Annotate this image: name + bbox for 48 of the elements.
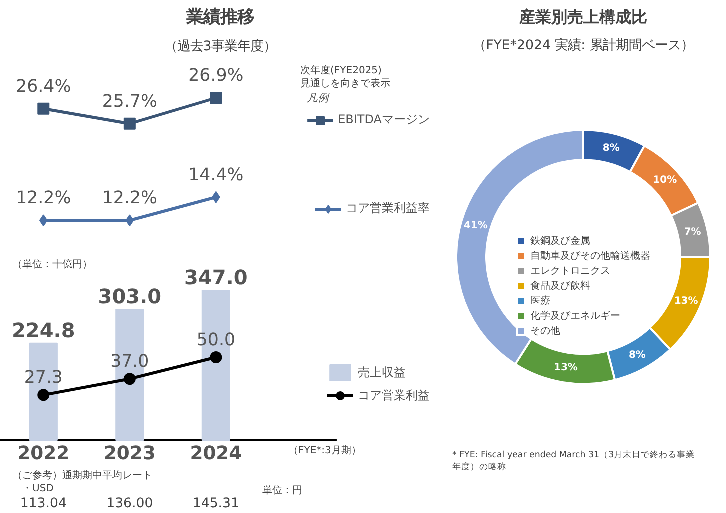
data-label: 26.9% [188, 66, 244, 86]
data-label: 13% [674, 296, 698, 308]
text: 次年度(FYE2025) 見通しを向きで表示 [300, 64, 390, 90]
data-label: 37.0 [110, 352, 150, 372]
data-label: 8% [628, 350, 646, 361]
data-label: 7% [684, 227, 702, 238]
legend-label: 食品及び飲料 [530, 280, 590, 292]
legend-label: 鉄鋼及び金属 [530, 234, 590, 248]
data-label: 10% [653, 174, 678, 186]
text: （FYE*:3月期） [288, 444, 362, 456]
text: ・USD [22, 484, 54, 494]
text: 単位：円 [262, 484, 302, 496]
data-label: 8% [602, 143, 620, 154]
legend-label: その他 [530, 324, 560, 338]
chart-subtitle: （FYE*2024 実績: 累計期間ベース） [473, 38, 694, 54]
text: 145.31 [192, 496, 240, 512]
text: * FYE: Fiscal year ended March 31（3月末日で終わる事業年度）の略称 [452, 450, 696, 472]
legend-label: 売上収益 [358, 364, 406, 381]
legend-title: 凡例 [307, 91, 331, 105]
data-label: 41% [464, 220, 488, 232]
text: 113.04 [20, 496, 67, 512]
chart-title: 産業別売上構成比 [518, 8, 648, 26]
data-label: 347.0 [184, 266, 248, 290]
text: （ご参考）通期期中平均レート [12, 470, 152, 482]
legend-label: コア営業利益 [358, 387, 430, 404]
x-tick-label: 2023 [104, 444, 156, 464]
data-label: 14.4% [188, 165, 244, 186]
data-label: 25.7% [102, 92, 158, 112]
chart-subtitle: （過去3事業年度） [164, 38, 277, 54]
data-label: 50.0 [196, 330, 236, 350]
data-label: 12.2% [16, 188, 72, 209]
data-label: 27.3 [24, 368, 63, 388]
legend-label: 自動車及びその他輸送機器 [530, 250, 650, 262]
legend-label: エレクトロニクス [530, 264, 610, 278]
text: 136.00 [106, 496, 154, 512]
data-label: 12.2% [102, 188, 158, 209]
legend-label: 医療 [530, 294, 550, 308]
x-tick-label: 2024 [190, 444, 242, 464]
data-label: 303.0 [98, 284, 162, 309]
chart-title: 業績推移 [186, 8, 254, 28]
data-label: 26.4% [16, 76, 72, 97]
text: （単位：十億円） [12, 258, 92, 270]
legend-label: 化学及びエネルギー [530, 310, 620, 322]
data-label: 13% [554, 362, 578, 374]
legend-label: コア営業利益率 [346, 200, 430, 217]
legend-label: EBITDAマージン [338, 112, 430, 128]
x-tick-label: 2022 [18, 444, 70, 464]
data-label: 224.8 [12, 318, 76, 342]
